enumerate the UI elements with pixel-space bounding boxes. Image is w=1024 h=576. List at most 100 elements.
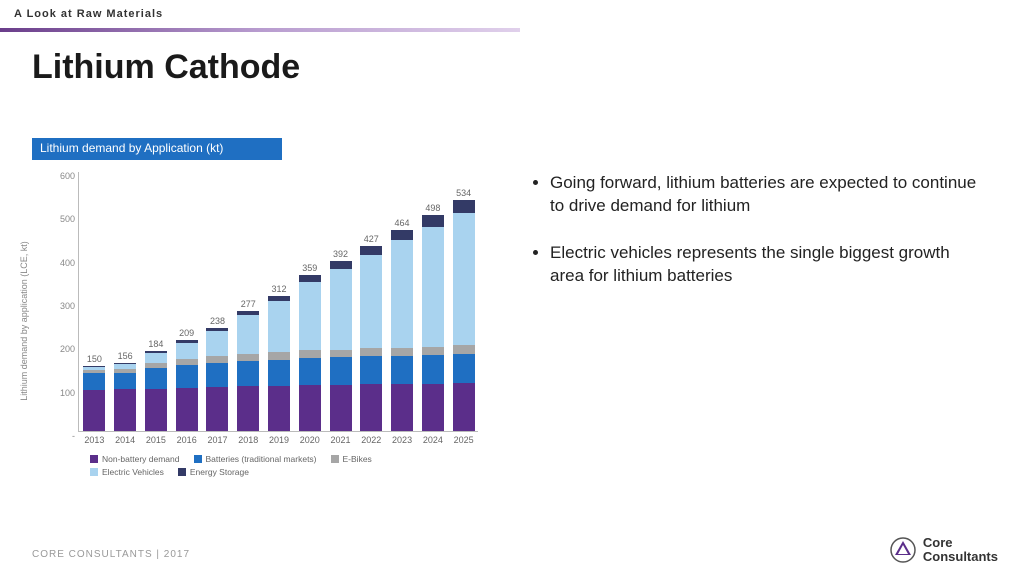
bar-segment xyxy=(237,354,259,361)
bar-segment xyxy=(176,388,198,431)
logo-line1: Core xyxy=(923,536,998,550)
bar-segment xyxy=(83,373,105,389)
bar-segment xyxy=(330,350,352,358)
bar-segment xyxy=(330,385,352,431)
y-tick: 400 xyxy=(45,258,75,268)
bar-total-label: 277 xyxy=(241,299,256,309)
bar-segment xyxy=(422,384,444,431)
bar-segment xyxy=(83,390,105,431)
bullet-item: Electric vehicles represents the single … xyxy=(550,242,980,288)
bar-segment xyxy=(330,269,352,350)
chart-region: Lithium demand by application (LCE, kt) … xyxy=(32,166,492,476)
bar-segment xyxy=(268,301,290,352)
bar-segment xyxy=(299,358,321,385)
bar-group: 359 xyxy=(299,275,321,431)
bar-group: 392 xyxy=(330,261,352,431)
chart-title: Lithium demand by Application (kt) xyxy=(32,138,282,160)
logo-line2: Consultants xyxy=(923,550,998,564)
bar-segment xyxy=(268,352,290,359)
x-tick: 2020 xyxy=(300,435,320,445)
bar-segment xyxy=(391,384,413,431)
bar-segment xyxy=(391,240,413,347)
legend-label: Non-battery demand xyxy=(102,454,180,464)
bar-segment xyxy=(176,343,198,359)
bar-segment xyxy=(114,389,136,431)
bar-segment xyxy=(453,383,475,431)
bar-segment xyxy=(360,356,382,384)
bar-group: 312 xyxy=(268,296,290,431)
bar-total-label: 238 xyxy=(210,316,225,326)
bar-group: 464 xyxy=(391,230,413,431)
legend-label: Energy Storage xyxy=(190,467,249,477)
bar-segment xyxy=(206,363,228,387)
bar-segment xyxy=(237,386,259,431)
legend-swatch xyxy=(194,455,202,463)
x-tick: 2021 xyxy=(331,435,351,445)
bullet-list: Going forward, lithium batteries are exp… xyxy=(530,172,980,312)
bar-total-label: 498 xyxy=(425,203,440,213)
legend-label: E-Bikes xyxy=(343,454,372,464)
bar-segment xyxy=(422,355,444,384)
bar-segment xyxy=(360,348,382,356)
footer-logo: Core Consultants xyxy=(889,536,998,564)
legend-swatch xyxy=(90,455,98,463)
chart-y-label: Lithium demand by application (LCE, kt) xyxy=(19,241,29,401)
bar-segment xyxy=(268,360,290,386)
x-tick: 2014 xyxy=(115,435,135,445)
bar-segment xyxy=(453,345,475,354)
chart-legend: Non-battery demand Batteries (traditional… xyxy=(90,454,490,480)
legend-item: Non-battery demand xyxy=(90,454,180,464)
bar-segment xyxy=(145,353,167,363)
bar-segment xyxy=(299,282,321,350)
page-title: Lithium Cathode xyxy=(32,48,300,87)
y-tick: 500 xyxy=(45,214,75,224)
legend-item: Batteries (traditional markets) xyxy=(194,454,317,464)
legend-item: Energy Storage xyxy=(178,467,249,477)
bar-total-label: 359 xyxy=(302,263,317,273)
bar-segment xyxy=(391,356,413,384)
x-tick: 2016 xyxy=(177,435,197,445)
bar-total-label: 184 xyxy=(148,339,163,349)
bar-segment xyxy=(206,387,228,431)
y-tick: 600 xyxy=(45,171,75,181)
legend-item: E-Bikes xyxy=(331,454,372,464)
bar-total-label: 209 xyxy=(179,328,194,338)
bar-segment xyxy=(422,215,444,227)
legend-swatch xyxy=(331,455,339,463)
bar-group: 238 xyxy=(206,328,228,431)
logo-icon xyxy=(889,536,917,564)
bar-segment xyxy=(176,365,198,388)
legend-label: Batteries (traditional markets) xyxy=(206,454,317,464)
bar-segment xyxy=(330,357,352,384)
bar-segment xyxy=(145,368,167,389)
bar-total-label: 150 xyxy=(87,354,102,364)
x-tick: 2013 xyxy=(84,435,104,445)
bar-segment xyxy=(299,385,321,431)
y-tick: 200 xyxy=(45,344,75,354)
bar-group: 427 xyxy=(360,246,382,431)
bar-segment xyxy=(422,227,444,347)
bar-segment xyxy=(391,348,413,356)
bar-segment xyxy=(268,386,290,432)
bar-group: 277 xyxy=(237,311,259,431)
chart-plot: -100200300400500600150201315620141842015… xyxy=(78,172,478,432)
y-tick: 300 xyxy=(45,301,75,311)
bar-total-label: 156 xyxy=(118,351,133,361)
footer-text: CORE CONSULTANTS | 2017 xyxy=(32,549,190,560)
bar-segment xyxy=(330,261,352,269)
y-tick: - xyxy=(45,431,75,441)
bar-segment xyxy=(391,230,413,240)
legend-item: Electric Vehicles xyxy=(90,467,164,477)
x-tick: 2017 xyxy=(207,435,227,445)
header-accent-bar xyxy=(0,28,520,32)
bar-segment xyxy=(360,384,382,431)
header-breadcrumb: A Look at Raw Materials xyxy=(14,8,163,20)
bar-total-label: 534 xyxy=(456,188,471,198)
x-tick: 2023 xyxy=(392,435,412,445)
bar-segment xyxy=(360,255,382,348)
bar-segment xyxy=(453,354,475,383)
bar-group: 498 xyxy=(422,215,444,431)
bar-group: 184 xyxy=(145,351,167,431)
bar-group: 534 xyxy=(453,200,475,431)
x-tick: 2022 xyxy=(361,435,381,445)
